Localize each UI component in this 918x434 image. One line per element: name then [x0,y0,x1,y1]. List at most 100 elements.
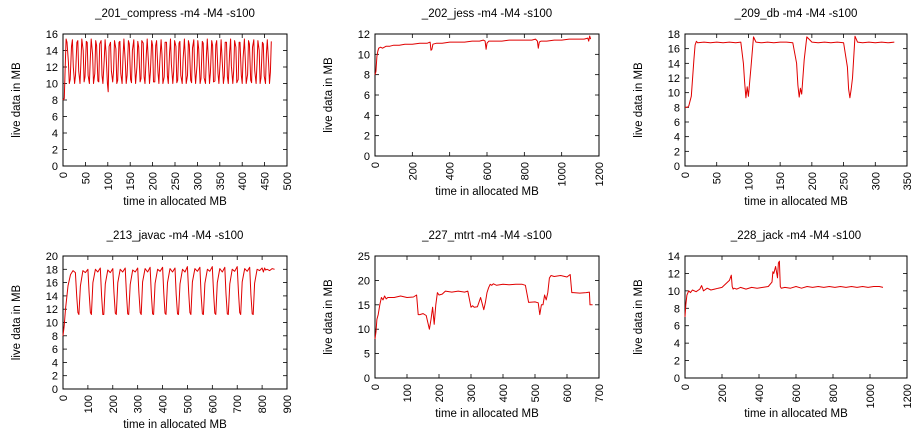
plot-frame [374,33,600,157]
y-tick-label: 6 [52,344,58,356]
x-tick-label: 200 [717,384,729,402]
x-axis-label: time in allocated MB [123,196,227,208]
y-tick-label: 14 [46,46,58,58]
x-tick-label: 200 [434,384,446,402]
x-tick-label: 400 [498,384,510,402]
y-tick-label: 2 [52,145,58,157]
x-tick-label: 150 [125,172,137,190]
x-tick-label: 300 [192,172,204,190]
x-tick-label: 300 [870,172,882,190]
x-axis-label: time in allocated MB [123,419,227,431]
chart-1: _201_compress -m4 -M4 -s100 live data in … [11,8,294,208]
chart-title: _202_jess -m4 -M4 -s100 [421,8,552,20]
y-tick-label: 20 [46,251,58,263]
x-tick-label: 300 [133,395,145,413]
y-tick-label: 16 [668,44,680,56]
y-axis-label: live data in MB [323,57,335,133]
y-axis-label: live data in MB [323,279,335,355]
y-tick-label: 16 [46,29,58,41]
chart-4: _213_javac -m4 -M4 -s100 live data in MB t… [11,230,294,431]
x-tick-label: 50 [712,172,724,184]
x-tick-label: 1200 [902,384,914,408]
y-tick-label: 12 [358,29,370,41]
x-axis-label: time in allocated MB [744,196,848,208]
y-tick-label: 10 [46,318,58,330]
x-tick-label: 100 [83,395,95,413]
x-tick-label: 0 [370,162,382,168]
y-tick-label: 2 [674,146,680,158]
y-tick-label: 14 [668,251,680,263]
x-tick-label: 100 [743,172,755,190]
y-tick-label: 6 [674,117,680,129]
y-tick-label: 4 [52,128,58,140]
plot-frame [62,255,288,390]
y-tick-label: 6 [52,112,58,124]
x-tick-label: 0 [58,395,70,401]
x-tick-label: 700 [594,384,606,402]
x-tick-label: 600 [482,162,494,180]
y-tick-label: 2 [364,131,370,143]
x-tick-label: 800 [519,162,531,180]
chart-title: _227_mtrt -m4 -M4 -s100 [421,230,552,242]
x-tick-label: 600 [562,384,574,402]
x-tick-label: 400 [754,384,766,402]
y-axis-label: live data in MB [633,279,645,355]
y-tick-label: 18 [46,264,58,276]
y-tick-label: 6 [364,90,370,102]
x-tick-label: 600 [791,384,803,402]
x-tick-label: 0 [58,172,70,178]
plot-frame [684,255,908,379]
y-tick-label: 10 [358,49,370,61]
y-tick-label: 4 [52,357,58,369]
series-line [374,35,592,75]
x-tick-label: 200 [407,162,419,180]
y-tick-label: 0 [52,384,58,396]
y-axis-label: live data in MB [633,62,645,138]
y-tick-label: 4 [364,110,370,122]
series-line [62,266,275,336]
x-tick-label: 500 [182,395,194,413]
y-tick-label: 16 [46,278,58,290]
y-tick-label: 12 [668,73,680,85]
y-tick-label: 0 [674,373,680,385]
y-tick-label: 5 [364,349,370,361]
x-axis-label: time in allocated MB [435,408,539,420]
y-tick-label: 18 [668,29,680,41]
y-tick-label: 8 [674,102,680,114]
x-axis-label: time in allocated MB [744,408,848,420]
y-tick-label: 14 [46,291,58,303]
y-tick-label: 8 [364,70,370,82]
y-tick-label: 8 [674,303,680,315]
x-tick-label: 150 [775,172,787,190]
y-tick-label: 0 [674,161,680,173]
y-tick-label: 4 [674,132,680,144]
x-tick-label: 500 [282,172,294,190]
y-tick-label: 12 [668,268,680,280]
x-tick-label: 200 [108,395,120,413]
x-tick-label: 350 [902,172,914,190]
x-tick-label: 250 [839,172,851,190]
x-tick-label: 100 [103,172,115,190]
y-axis-label: live data in MB [11,62,23,138]
series-line [685,35,895,108]
x-tick-label: 500 [530,384,542,402]
x-tick-label: 400 [237,172,249,190]
x-tick-label: 1000 [865,384,877,408]
x-tick-label: 600 [207,395,219,413]
x-tick-label: 0 [680,384,692,390]
y-tick-label: 8 [52,331,58,343]
plot-frame [684,33,908,167]
y-tick-label: 6 [674,321,680,333]
x-tick-label: 400 [158,395,170,413]
y-tick-label: 15 [358,300,370,312]
y-tick-label: 0 [52,161,58,173]
y-tick-label: 8 [52,95,58,107]
chart-6: _228_jack -m4 -M4 -s100 live data in MB ti… [633,230,914,420]
y-tick-label: 14 [668,58,680,70]
y-tick-label: 12 [46,304,58,316]
chart-title: _201_compress -m4 -M4 -s100 [94,8,255,20]
x-tick-label: 1200 [594,162,606,186]
y-tick-label: 12 [46,62,58,74]
x-tick-label: 200 [807,172,819,190]
x-tick-label: 1000 [557,162,569,186]
